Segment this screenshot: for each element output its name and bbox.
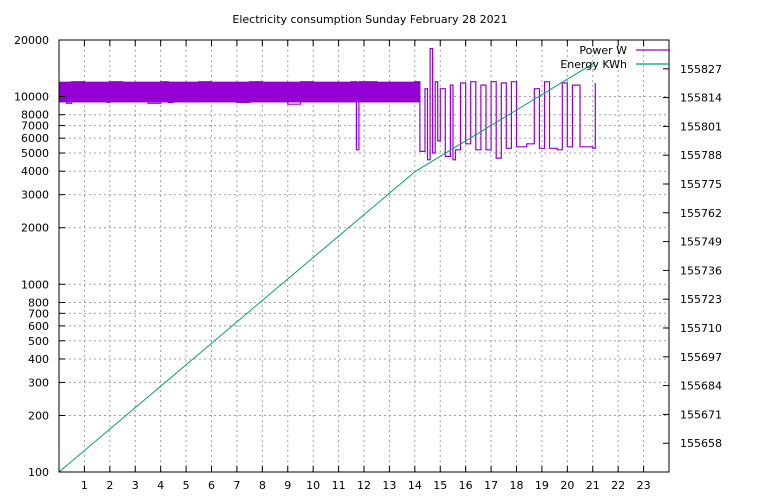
series-line-1 <box>58 61 596 473</box>
y-right-tick-label: 155697 <box>680 351 722 364</box>
y-left-tick-label: 400 <box>28 353 49 366</box>
y-right-tick-label: 155710 <box>680 322 722 335</box>
y-left-tick-label: 1000 <box>21 278 49 291</box>
y-left-tick-label: 600 <box>28 320 49 333</box>
x-tick-label: 16 <box>459 479 473 492</box>
x-tick-label: 22 <box>611 479 625 492</box>
y-left-tick-label: 7000 <box>21 120 49 133</box>
y-left-tick-label: 20000 <box>14 34 49 47</box>
y-right-tick-label: 155749 <box>680 236 722 249</box>
y-axis-right: 155658 155671 155684 155697 155710 155723 1557… <box>663 63 722 450</box>
x-tick-label: 19 <box>535 479 549 492</box>
x-tick-label: 4 <box>157 479 164 492</box>
x-tick-label: 14 <box>408 479 422 492</box>
y-right-tick-label: 155801 <box>680 120 722 133</box>
y-right-tick-label: 155671 <box>680 408 722 421</box>
y-right-tick-label: 155814 <box>680 92 722 105</box>
y-right-tick-label: 155723 <box>680 293 722 306</box>
x-tick-label: 23 <box>637 479 651 492</box>
series-line-0 <box>59 48 596 161</box>
y-left-tick-label: 4000 <box>21 165 49 178</box>
x-axis: 1 2 3 4 5 6 7 8 9 10 11 12 13 14 15 16 17 18 19 20 21 22 23 <box>81 40 651 492</box>
y-right-tick-label: 155736 <box>680 264 722 277</box>
x-tick-label: 15 <box>433 479 447 492</box>
x-tick-label: 9 <box>284 479 291 492</box>
power-band <box>59 81 420 103</box>
x-tick-label: 12 <box>357 479 371 492</box>
y-left-tick-label: 6000 <box>21 132 49 145</box>
x-tick-label: 6 <box>208 479 215 492</box>
y-right-tick-label: 155775 <box>680 178 722 191</box>
legend-label: Power W <box>579 44 627 57</box>
x-tick-label: 7 <box>233 479 240 492</box>
y-left-tick-label: 3000 <box>21 189 49 202</box>
y-left-tick-label: 5000 <box>21 147 49 160</box>
y-left-tick-label: 2000 <box>21 222 49 235</box>
y-left-tick-label: 8000 <box>21 109 49 122</box>
x-tick-label: 1 <box>81 479 88 492</box>
x-tick-label: 21 <box>586 479 600 492</box>
x-tick-label: 20 <box>560 479 574 492</box>
legend-label: Energy KWh <box>560 58 627 71</box>
y-left-tick-label: 800 <box>28 296 49 309</box>
x-tick-label: 3 <box>132 479 139 492</box>
y-left-tick-label: 700 <box>28 307 49 320</box>
x-tick-label: 8 <box>259 479 266 492</box>
y-right-tick-label: 155762 <box>680 207 722 220</box>
y-left-tick-label: 100 <box>28 466 49 479</box>
x-tick-label: 17 <box>484 479 498 492</box>
grid <box>59 39 669 473</box>
y-left-tick-label: 10000 <box>14 91 49 104</box>
y-left-tick-label: 200 <box>28 409 49 422</box>
chart-title: Electricity consumption Sunday February … <box>232 13 507 26</box>
y-left-tick-label: 500 <box>28 335 49 348</box>
x-tick-label: 13 <box>382 479 396 492</box>
y-right-tick-label: 155684 <box>680 380 722 393</box>
y-right-tick-label: 155827 <box>680 63 722 76</box>
y-right-tick-label: 155658 <box>680 437 722 450</box>
x-tick-label: 18 <box>510 479 524 492</box>
x-tick-label: 2 <box>106 479 113 492</box>
x-tick-label: 11 <box>332 479 346 492</box>
y-left-tick-label: 300 <box>28 376 49 389</box>
y-right-tick-label: 155788 <box>680 149 722 162</box>
x-tick-label: 10 <box>306 479 320 492</box>
series-layer <box>58 48 596 473</box>
x-tick-label: 5 <box>183 479 190 492</box>
